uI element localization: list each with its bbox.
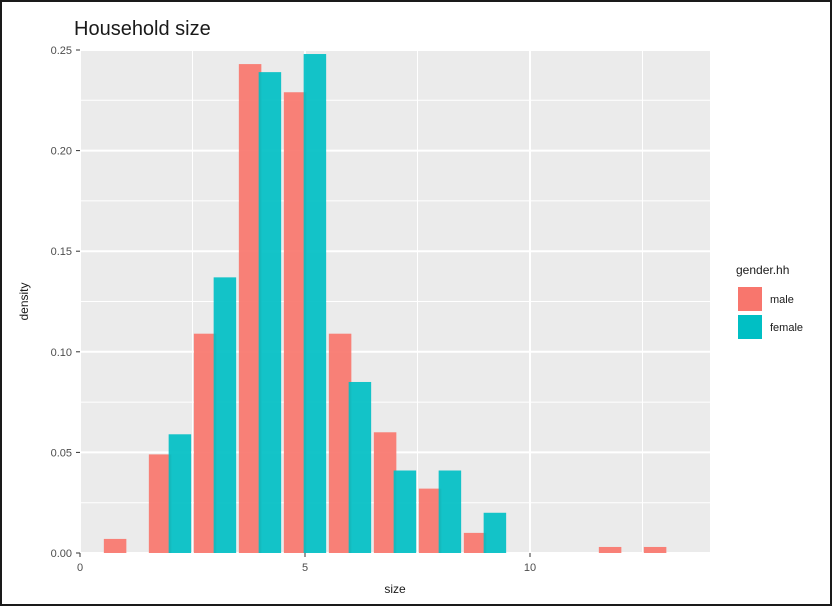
bar-male [643,546,667,553]
x-tick-label: 10 [524,562,536,574]
legend-key-female [738,315,762,339]
y-tick-label: 0.20 [51,146,72,158]
y-tick-label: 0.15 [51,246,72,258]
legend-title: gender.hh [736,263,789,277]
bar-male [103,538,127,553]
x-axis-label: size [384,582,406,596]
x-tick-label: 0 [77,562,83,574]
bar-male [238,64,262,554]
x-tick-label: 5 [302,562,308,574]
bar-male [148,454,172,553]
y-tick-label: 0.25 [51,45,72,57]
bar-female [168,434,192,553]
bars-layer [103,54,667,554]
y-axis-label: density [17,282,31,320]
bar-male [598,546,622,553]
bar-male [463,532,487,553]
bar-male [418,488,442,553]
bar-male [283,92,307,553]
bar-male [193,333,217,553]
bar-female [258,72,282,553]
bar-female [213,277,237,553]
bar-male [328,333,352,553]
legend-key-male [738,287,762,311]
legend-label-female: female [770,322,803,334]
axis-layer: 0.00 0.05 0.10 0.15 0.20 0.25 0 5 10 [51,45,537,574]
bar-male [373,432,397,553]
bar-female [483,512,507,553]
legend-label-male: male [770,294,794,306]
bar-female [303,54,327,554]
bar-female [348,381,372,553]
chart-title: Household size [74,18,211,40]
y-tick-label: 0.10 [51,347,72,359]
y-tick-label: 0.00 [51,548,72,560]
bar-female [438,470,462,553]
bar-female [393,470,417,553]
legend: gender.hh male female [736,263,803,339]
y-tick-label: 0.05 [51,447,72,459]
